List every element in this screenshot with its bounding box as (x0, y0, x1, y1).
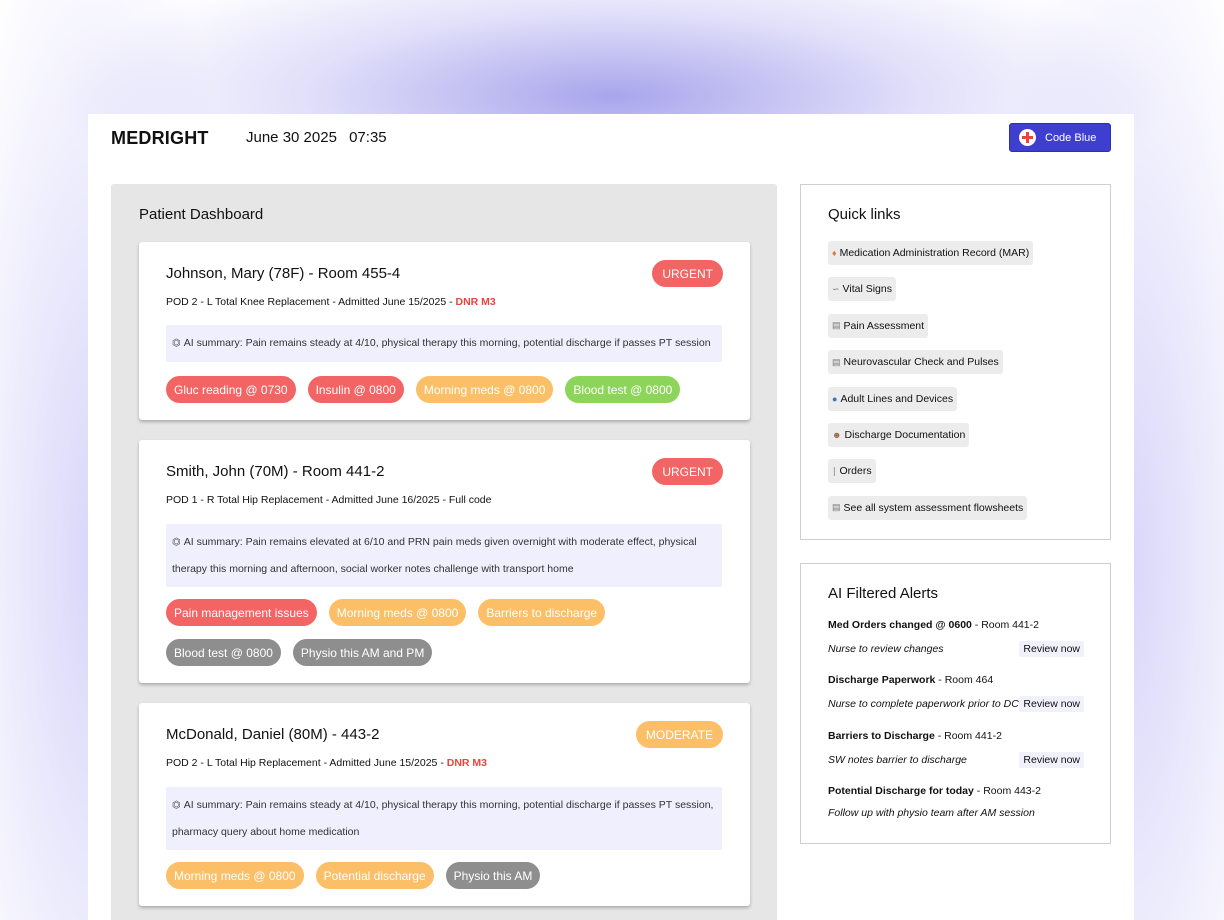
quick-link-label: Pain Assessment (843, 319, 925, 332)
stethoscope-icon: ∽ (832, 283, 840, 294)
task-tag[interactable]: Morning meds @ 0800 (166, 862, 304, 889)
code-blue-label: Code Blue (1045, 131, 1097, 144)
quick-link-label: Vital Signs (842, 283, 892, 296)
quick-link-label: See all system assessment flowsheets (843, 501, 1024, 514)
task-tag[interactable]: Blood test @ 0800 (565, 376, 681, 403)
brand-logo: MEDRIGHT (111, 128, 209, 148)
task-tags: Morning meds @ 0800 Potential discharge … (166, 862, 726, 889)
quick-link-label: Medication Administration Record (MAR) (839, 247, 1030, 259)
quick-link-all-flowsheets[interactable]: ▤ See all system assessment flowsheets (828, 495, 1028, 520)
task-tag[interactable]: Physio this AM and PM (292, 639, 433, 666)
patient-info: POD 2 - L Total Knee Replacement - Admit… (166, 296, 496, 308)
patient-dashboard: Patient Dashboard Johnson, Mary (78F) - … (111, 184, 777, 920)
task-tag[interactable]: Blood test @ 0800 (166, 639, 281, 666)
alert-item: Med Orders changed @ 0600 - Room 441-2 N… (828, 618, 1084, 673)
alert-note: SW notes barrier to discharge (828, 753, 967, 766)
task-tag[interactable]: Morning meds @ 0800 (328, 599, 467, 626)
alert-room: - Room 464 (935, 674, 994, 687)
robot-icon: ⏣ (172, 800, 181, 811)
droplet-icon: ● (832, 393, 838, 404)
robot-icon: ⏣ (172, 338, 181, 349)
quick-link-vital-signs[interactable]: ∽ Vital Signs (828, 277, 896, 302)
quick-links-title: Quick links (828, 206, 901, 223)
task-tag[interactable]: Potential discharge (315, 862, 434, 889)
quick-link-label: Neurovascular Check and Pulses (843, 356, 999, 369)
alert-title: Discharge Paperwork (828, 674, 936, 687)
patient-info: POD 1 - R Total Hip Replacement - Admitt… (166, 494, 492, 506)
quick-link-label: Discharge Documentation (844, 428, 966, 441)
pill-icon: ♦ (832, 248, 837, 258)
quick-link-discharge-docs[interactable]: ☻ Discharge Documentation (828, 422, 970, 447)
robot-icon: ⏣ (172, 537, 181, 548)
ai-alerts-title: AI Filtered Alerts (828, 585, 939, 602)
task-tags: Gluc reading @ 0730 Insulin @ 0800 Morni… (166, 376, 726, 403)
task-tag[interactable]: Insulin @ 0800 (307, 376, 404, 403)
priority-badge: URGENT (652, 260, 723, 287)
ai-summary: ⏣ AI summary: Pain remains elevated at 6/… (166, 524, 722, 587)
review-now-button[interactable]: Review now (1019, 696, 1084, 713)
quick-link-label: Adult Lines and Devices (840, 392, 954, 405)
quick-links-panel: Quick links ♦ Medication Administration R… (800, 184, 1111, 540)
priority-badge: MODERATE (635, 721, 723, 748)
alert-item: Discharge Paperwork - Room 464 Nurse to … (828, 673, 1084, 728)
current-datetime: June 30 2025 07:35 (246, 129, 387, 146)
alert-item: Barriers to Discharge - Room 441-2 SW no… (828, 729, 1084, 784)
quick-link-pain-assessment[interactable]: ▤ Pain Assessment (828, 313, 929, 338)
ai-alerts-panel: AI Filtered Alerts Med Orders changed @ … (800, 563, 1111, 844)
alert-note: Nurse to review changes (828, 643, 944, 655)
quick-link-neurovascular[interactable]: ▤ Neurovascular Check and Pulses (828, 350, 1003, 375)
code-status: DNR M3 (446, 757, 487, 769)
review-now-button[interactable]: Review now (1019, 641, 1084, 657)
quick-link-lines-devices[interactable]: ● Adult Lines and Devices (828, 386, 958, 411)
alert-title: Barriers to Discharge (828, 729, 935, 742)
patient-info: POD 2 - L Total Hip Replacement - Admitt… (166, 757, 487, 769)
patient-info-text: POD 2 - L Total Hip Replacement - Admitt… (166, 757, 447, 769)
quick-link-mar[interactable]: ♦ Medication Administration Record (MAR) (828, 241, 1034, 265)
patient-name: Smith, John (70M) - Room 441-2 (166, 463, 385, 480)
quick-links-list: ♦ Medication Administration Record (MAR) … (828, 241, 1034, 532)
ai-summary: ⏣ AI summary: Pain remains steady at 4/10… (166, 325, 722, 362)
task-tag[interactable]: Morning meds @ 0800 (415, 376, 554, 403)
code-status: DNR M3 (455, 296, 496, 308)
dashboard-title: Patient Dashboard (139, 206, 264, 223)
syringe-icon: ∣ (832, 465, 837, 476)
alert-room: - Room 441-2 (971, 619, 1039, 631)
ai-summary: ⏣ AI summary: Pain remains steady at 4/10… (166, 787, 722, 850)
patient-card[interactable]: Johnson, Mary (78F) - Room 455-4 POD 2 -… (139, 242, 750, 420)
task-tag[interactable]: Gluc reading @ 0730 (166, 376, 296, 403)
patient-name: Johnson, Mary (78F) - Room 455-4 (166, 265, 401, 282)
alert-room: - Room 441-2 (934, 729, 1002, 742)
alert-note: Follow up with physio team after AM sess… (828, 806, 1035, 819)
quick-link-label: Orders (839, 465, 872, 478)
ai-summary-text: AI summary: Pain remains steady at 4/10,… (183, 337, 711, 349)
alert-note: Nurse to complete paperwork prior to DC (828, 698, 1019, 711)
app-window: MEDRIGHT June 30 2025 07:35 Code Blue Pa… (88, 114, 1134, 920)
task-tag[interactable]: Physio this AM (445, 862, 541, 889)
ai-summary-text: AI summary: Pain remains steady at 4/10,… (172, 799, 714, 838)
priority-badge: URGENT (652, 458, 723, 485)
clipboard-icon: ▤ (832, 320, 841, 331)
plus-circle-icon (1019, 129, 1036, 146)
alert-title: Potential Discharge for today (828, 784, 974, 797)
ai-summary-text: AI summary: Pain remains elevated at 6/1… (172, 536, 697, 575)
alert-item: Potential Discharge for today - Room 443… (828, 784, 1084, 839)
clipboard-icon: ▤ (832, 502, 841, 513)
task-tags: Pain management issues Morning meds @ 08… (166, 599, 726, 666)
alert-room: - Room 443-2 (973, 784, 1041, 797)
current-date: June 30 2025 (246, 129, 337, 146)
patient-card[interactable]: McDonald, Daniel (80M) - 443-2 POD 2 - L… (139, 703, 750, 906)
task-tag[interactable]: Barriers to discharge (478, 599, 606, 626)
patient-info-text: POD 2 - L Total Knee Replacement - Admit… (166, 296, 456, 308)
current-time: 07:35 (349, 129, 387, 146)
quick-link-orders[interactable]: ∣ Orders (828, 459, 876, 484)
review-now-button[interactable]: Review now (1019, 751, 1084, 768)
clipboard-icon: ▤ (832, 356, 841, 367)
alert-title: Med Orders changed @ 0600 (828, 619, 972, 631)
alerts-list: Med Orders changed @ 0600 - Room 441-2 N… (828, 618, 1084, 839)
code-blue-button[interactable]: Code Blue (1009, 123, 1111, 152)
patient-name: McDonald, Daniel (80M) - 443-2 (166, 726, 380, 743)
task-tag[interactable]: Pain management issues (166, 599, 317, 626)
doctor-icon: ☻ (832, 429, 842, 440)
patient-card[interactable]: Smith, John (70M) - Room 441-2 POD 1 - R… (139, 440, 750, 683)
